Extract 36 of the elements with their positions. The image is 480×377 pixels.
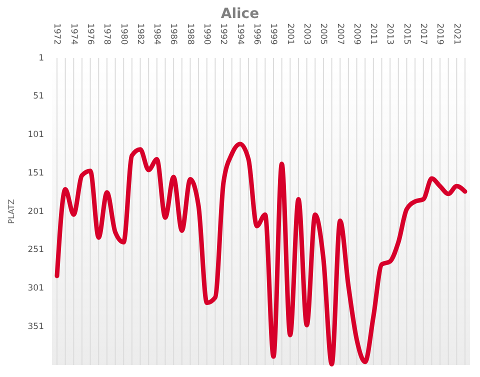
y-tick-label: 151 [28,168,44,178]
x-tick-label: 2021 [451,23,462,45]
x-tick-label: 2003 [301,23,312,45]
x-tick-label: 2001 [284,23,295,45]
x-tick-label: 1996 [252,23,262,45]
y-tick-label: 351 [28,322,44,332]
x-tick-label: 2019 [434,23,445,45]
x-tick-label: 2013 [384,23,395,45]
y-tick-label: 51 [33,92,44,102]
x-tick-label: 2007 [334,23,345,45]
x-tick-label: 2015 [401,23,412,45]
x-tick-label: 2009 [351,23,362,45]
x-tick-label: 1994 [234,23,245,45]
x-tick-label: 1986 [168,23,178,45]
x-tick-label: 1978 [102,23,112,45]
chart-title: Alice [220,6,260,22]
x-tick-label: 1974 [68,23,78,45]
x-tick-label: 2017 [418,23,428,45]
x-tick-label: 1980 [118,23,128,45]
x-tick-label: 1972 [52,23,62,45]
x-tick-label: 1984 [152,23,162,45]
y-tick-label: 251 [28,245,44,256]
x-tick-label: 2011 [368,23,378,45]
x-tick-label: 1992 [218,23,228,45]
x-tick-label: 1976 [84,23,95,45]
y-tick-label: 101 [28,130,44,140]
y-tick-label: 1 [38,53,44,64]
x-tick-label: 1999 [268,23,278,45]
y-tick-label: 301 [28,284,44,294]
y-axis-title: PLATZ [7,198,16,224]
x-tick-label: 1982 [134,23,145,45]
y-tick-label: 201 [28,206,44,217]
x-tick-label: 1990 [202,23,212,45]
line-series [54,142,468,366]
x-tick-label: 2005 [318,23,328,45]
x-tick-label: 1988 [184,23,195,45]
